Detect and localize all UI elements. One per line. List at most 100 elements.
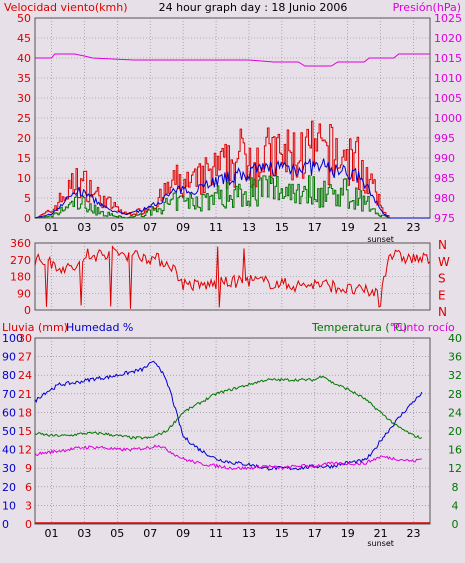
sunset-label-climate: sunset [367, 539, 394, 548]
temperature-axis-title: Temperatura (°C) [311, 321, 407, 334]
dewpoint-line [34, 444, 422, 471]
climate-panel-frame [34, 337, 431, 525]
wind-panel-frame [34, 17, 431, 219]
climate-x-tick-label: 17 [308, 527, 322, 540]
temperature-y-tick-label: 8 [452, 481, 459, 494]
direction-y-tick-label: 270 [10, 254, 31, 267]
temperature-y-tick-label: 16 [448, 444, 462, 457]
pressure-y-tick-label: 1010 [434, 72, 462, 85]
temperature-y-tick-label: 12 [448, 462, 462, 475]
rain-y-tick-label: 0 [25, 518, 32, 531]
wind-gust-line [35, 120, 430, 219]
rain-axis-title: Lluvia (mm) [2, 321, 68, 334]
wind-y-tick-label: 35 [17, 72, 31, 85]
wind-y-tick-label: 50 [17, 12, 31, 25]
wind-x-tick-label: 05 [110, 221, 124, 234]
direction-y-tick-label: 360 [10, 237, 31, 250]
direction-y-tick-label: 180 [10, 271, 31, 284]
wind-y-tick-label: 25 [17, 112, 31, 125]
humidity-y-tick-label: 70 [2, 388, 16, 401]
chart-layer: 0510152025303540455097598098599099510001… [2, 12, 462, 548]
wind-y-tick-label: 20 [17, 132, 31, 145]
humidity-axis-title: Humedad % [66, 321, 133, 334]
wind-speed-axis-title: Velocidad viento(kmh) [4, 1, 128, 14]
humidity-y-tick-label: 10 [2, 499, 16, 512]
rain-y-tick-label: 6 [25, 481, 32, 494]
wind-x-tick-label: 21 [374, 221, 388, 234]
humidity-y-tick-label: 30 [2, 462, 16, 475]
pressure-y-tick-label: 1015 [434, 52, 462, 65]
humidity-y-tick-label: 90 [2, 351, 16, 364]
pressure-y-tick-label: 1025 [434, 12, 462, 25]
wind-x-tick-label: 01 [44, 221, 58, 234]
wind-y-tick-label: 45 [17, 32, 31, 45]
dewpoint-axis-title: Punto rocío [393, 321, 455, 334]
wind-y-tick-label: 40 [17, 52, 31, 65]
temperature-y-tick-label: 20 [448, 425, 462, 438]
rain-y-tick-label: 12 [18, 444, 32, 457]
direction-y-tick-label: 0 [24, 304, 31, 317]
wind-x-tick-label: 17 [308, 221, 322, 234]
pressure-axis-title: Presión(hPa) [393, 1, 461, 14]
direction-compass-label: E [438, 288, 446, 302]
pressure-y-tick-label: 1020 [434, 32, 462, 45]
temperature-y-tick-label: 32 [448, 369, 462, 382]
wind-x-tick-label: 15 [275, 221, 289, 234]
wind-average-line [34, 158, 430, 219]
climate-x-tick-label: 11 [209, 527, 223, 540]
direction-compass-label: S [438, 272, 446, 286]
humidity-y-tick-label: 0 [2, 518, 9, 531]
rain-y-tick-label: 24 [18, 369, 32, 382]
rain-y-tick-label: 3 [25, 499, 32, 512]
pressure-line [35, 53, 430, 67]
wind-x-tick-label: 23 [407, 221, 421, 234]
climate-x-tick-label: 15 [275, 527, 289, 540]
direction-compass-label: W [438, 255, 450, 269]
temperature-y-tick-label: 4 [452, 499, 459, 512]
rain-y-tick-label: 30 [18, 332, 32, 345]
humidity-y-tick-label: 80 [2, 369, 16, 382]
rain-y-tick-label: 9 [25, 462, 32, 475]
temperature-y-tick-label: 28 [448, 388, 462, 401]
temperature-y-tick-label: 40 [448, 332, 462, 345]
climate-x-tick-label: 19 [341, 527, 355, 540]
humidity-y-tick-label: 60 [2, 406, 16, 419]
climate-x-tick-label: 03 [77, 527, 91, 540]
humidity-line [34, 360, 423, 471]
pressure-y-tick-label: 975 [434, 212, 455, 225]
wind-x-tick-label: 07 [143, 221, 157, 234]
wind-y-tick-label: 15 [17, 152, 31, 165]
rain-y-tick-label: 15 [18, 425, 32, 438]
humidity-y-tick-label: 40 [2, 444, 16, 457]
direction-compass-label: N [438, 305, 447, 319]
rain-y-tick-label: 21 [18, 388, 32, 401]
rain-y-tick-label: 18 [18, 406, 32, 419]
temperature-line [34, 375, 423, 440]
pressure-y-tick-label: 990 [434, 152, 455, 165]
direction-y-tick-label: 90 [17, 287, 31, 300]
wind-x-tick-label: 03 [77, 221, 91, 234]
temperature-y-tick-label: 0 [452, 518, 459, 531]
climate-x-tick-label: 07 [143, 527, 157, 540]
wind-x-tick-label: 11 [209, 221, 223, 234]
direction-compass-label: N [438, 238, 447, 252]
climate-x-tick-label: 23 [407, 527, 421, 540]
climate-x-tick-label: 09 [176, 527, 190, 540]
wind-y-tick-label: 0 [24, 212, 31, 225]
wind-y-tick-label: 30 [17, 92, 31, 105]
wind-x-tick-label: 13 [242, 221, 256, 234]
rain-y-tick-label: 27 [18, 351, 32, 364]
wind-x-tick-label: 09 [176, 221, 190, 234]
pressure-y-tick-label: 1000 [434, 112, 462, 125]
humidity-y-tick-label: 20 [2, 481, 16, 494]
climate-x-tick-label: 01 [44, 527, 58, 540]
sunset-label-wind: sunset [367, 235, 394, 244]
wind-y-tick-label: 10 [17, 172, 31, 185]
wind-speed-line [35, 175, 430, 219]
wind-direction-line [34, 245, 431, 309]
climate-x-tick-label: 13 [242, 527, 256, 540]
wind-x-tick-label: 19 [341, 221, 355, 234]
chart-title: 24 hour graph day : 18 Junio 2006 [159, 1, 348, 14]
